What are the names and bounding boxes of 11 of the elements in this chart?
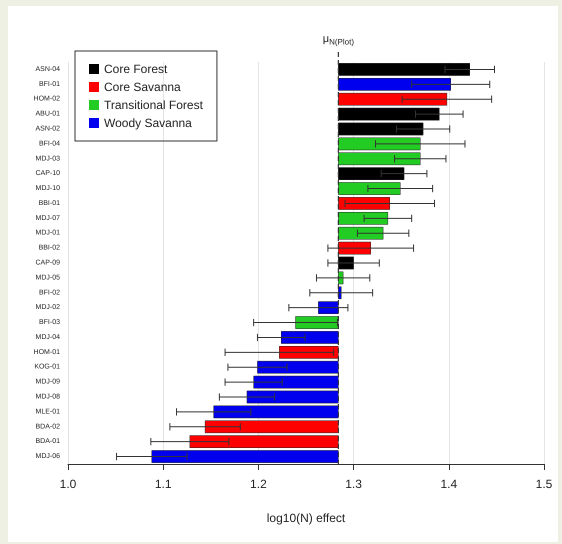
x-tick-label: 1.4 bbox=[440, 477, 458, 491]
x-tick-label: 1.1 bbox=[154, 477, 172, 491]
x-tick-label: 1.3 bbox=[345, 477, 362, 491]
legend-label: Woody Savanna bbox=[104, 116, 192, 130]
x-tick-label: 1.2 bbox=[250, 477, 268, 491]
legend-label: Core Savanna bbox=[104, 80, 182, 94]
x-tick-label: 1.5 bbox=[536, 477, 553, 491]
legend-label: Transitional Forest bbox=[104, 98, 204, 112]
legend-label: Core Forest bbox=[104, 62, 168, 76]
x-tick-label: 1.0 bbox=[60, 477, 77, 491]
x-axis-title: log10(N) effect bbox=[266, 511, 346, 525]
